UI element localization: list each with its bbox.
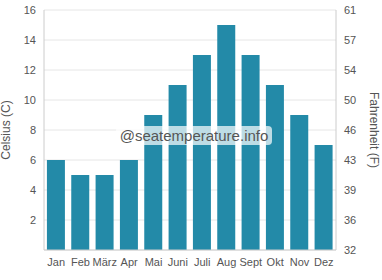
svg-text:Jan: Jan <box>47 256 65 268</box>
svg-text:16: 16 <box>24 4 36 16</box>
svg-text:Mai: Mai <box>145 256 163 268</box>
svg-text:Okt: Okt <box>267 256 284 268</box>
svg-text:Juli: Juli <box>194 256 211 268</box>
svg-text:Juni: Juni <box>168 256 188 268</box>
svg-text:Aug: Aug <box>217 256 237 268</box>
svg-text:Apr: Apr <box>121 256 138 268</box>
svg-text:36: 36 <box>344 214 356 226</box>
svg-text:39: 39 <box>344 184 356 196</box>
svg-text:8: 8 <box>30 124 36 136</box>
svg-text:4: 4 <box>30 184 36 196</box>
svg-text:32: 32 <box>344 244 356 256</box>
svg-text:Fahrenheit (F): Fahrenheit (F) <box>367 92 374 168</box>
svg-text:6: 6 <box>30 154 36 166</box>
svg-text:10: 10 <box>24 94 36 106</box>
svg-text:März: März <box>93 256 117 268</box>
svg-text:Dez: Dez <box>314 256 334 268</box>
svg-text:14: 14 <box>24 34 36 46</box>
svg-text:2: 2 <box>30 214 36 226</box>
svg-text:Nov: Nov <box>290 256 310 268</box>
svg-text:46: 46 <box>344 124 356 136</box>
svg-text:Feb: Feb <box>71 256 90 268</box>
svg-text:54: 54 <box>344 64 356 76</box>
svg-text:43: 43 <box>344 154 356 166</box>
svg-text:12: 12 <box>24 64 36 76</box>
svg-text:Sept: Sept <box>240 256 263 268</box>
svg-text:61: 61 <box>344 4 356 16</box>
html-text:@seatemperature.info: @seatemperature.info <box>119 127 269 144</box>
svg-text:50: 50 <box>344 94 356 106</box>
svg-text:57: 57 <box>344 34 356 46</box>
svg-text:Celsius (C): Celsius (C) <box>8 100 13 159</box>
